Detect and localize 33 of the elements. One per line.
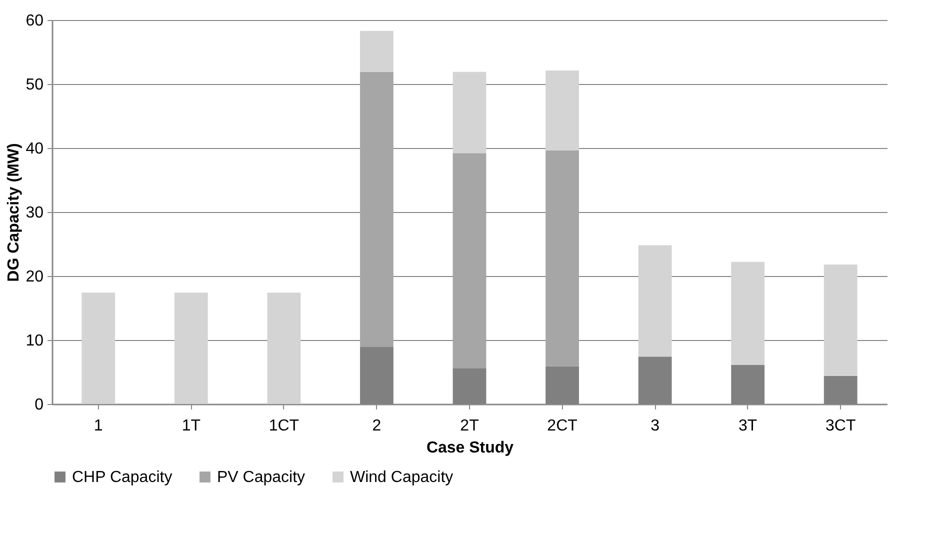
y-tick-label: 40: [26, 140, 44, 158]
bar: [824, 264, 858, 376]
x-tick-label: 2CT: [547, 418, 578, 434]
y-tick-label: 30: [26, 204, 44, 222]
y-tick-label: 50: [26, 76, 44, 94]
y-tick-label: 60: [26, 12, 44, 30]
bar: [638, 245, 672, 357]
bar: [267, 292, 301, 404]
bar: [546, 70, 579, 151]
bar: [360, 30, 394, 72]
x-tick-label: 1: [94, 418, 103, 434]
bar: [731, 262, 765, 365]
bar: [82, 292, 116, 404]
x-axis-title: Case Study: [426, 440, 514, 456]
bar: [546, 150, 579, 366]
legend-label: Wind Capacity: [350, 469, 454, 486]
bar: [360, 72, 394, 348]
legend-label: CHP Capacity: [72, 469, 172, 486]
bar: [174, 292, 208, 404]
x-tick-label: 3CT: [825, 418, 856, 434]
x-tick-label: 1CT: [268, 418, 300, 434]
bar: [452, 153, 486, 368]
x-tick-label: 2: [372, 418, 382, 434]
y-tick-label: 20: [26, 268, 44, 286]
x-tick-label: 2T: [460, 418, 480, 434]
bar: [452, 72, 486, 154]
x-tick-label: 3: [650, 418, 660, 434]
y-tick-label: 10: [26, 332, 44, 350]
y-tick-label: 0: [34, 396, 44, 414]
y-axis-title: DG Capacity (MW): [6, 143, 23, 282]
x-tick-label: 3T: [738, 418, 758, 434]
legend-label: PV Capacity: [217, 469, 306, 486]
x-tick-label: 1T: [182, 418, 201, 434]
